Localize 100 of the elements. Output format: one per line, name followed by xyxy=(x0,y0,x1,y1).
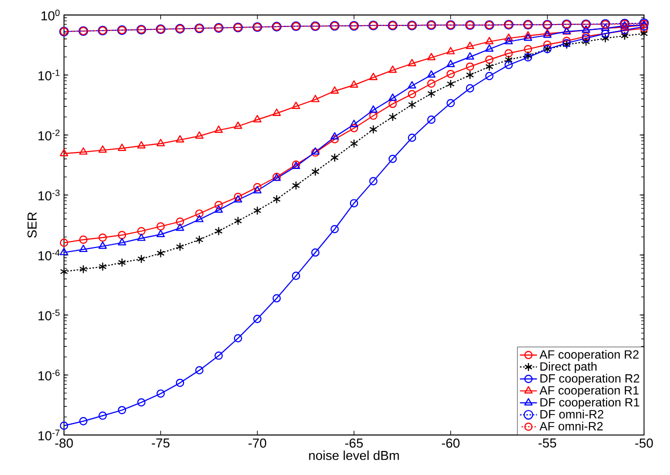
y-tick-label: 10$^{-2}$ xyxy=(38,130,60,140)
point xyxy=(466,84,474,92)
point xyxy=(292,180,300,190)
point xyxy=(466,70,474,80)
point xyxy=(408,134,416,142)
point xyxy=(524,31,532,38)
point xyxy=(330,86,339,94)
point xyxy=(253,206,262,216)
point xyxy=(234,192,242,202)
point xyxy=(388,94,397,101)
y-axis-title: SER xyxy=(27,212,37,238)
point xyxy=(601,34,610,43)
point xyxy=(137,254,146,264)
point xyxy=(195,214,204,222)
point xyxy=(118,258,126,268)
point xyxy=(388,154,397,164)
point xyxy=(156,230,165,238)
point xyxy=(369,177,378,186)
point xyxy=(253,183,262,192)
y-tick-label: 10$^{0}$ xyxy=(42,10,60,20)
point xyxy=(272,194,281,204)
point xyxy=(234,195,242,202)
x-tick-label: -65 xyxy=(345,438,363,448)
point xyxy=(156,248,165,258)
point xyxy=(214,200,223,210)
point xyxy=(620,31,629,40)
legend-label: AF cooperation R1 xyxy=(539,386,639,397)
point xyxy=(253,314,262,324)
point xyxy=(582,37,590,46)
point xyxy=(369,124,378,134)
point xyxy=(234,334,242,342)
point xyxy=(330,132,339,140)
x-tick-label: -80 xyxy=(55,438,73,448)
point xyxy=(388,112,397,122)
point xyxy=(60,238,68,247)
point xyxy=(214,205,223,213)
point xyxy=(98,412,107,420)
y-tick-label: 10$^{-3}$ xyxy=(38,190,60,200)
point xyxy=(427,79,436,88)
point xyxy=(427,70,436,78)
point xyxy=(137,234,146,241)
point xyxy=(214,226,223,236)
legend-label: AF cooperation R2 xyxy=(539,350,639,362)
x-axis-title: noise level dBm xyxy=(309,450,399,460)
point xyxy=(427,52,436,60)
point xyxy=(272,108,281,116)
point xyxy=(292,272,300,280)
point xyxy=(388,66,397,73)
point xyxy=(504,60,513,70)
point xyxy=(195,366,204,374)
point xyxy=(466,62,474,71)
point xyxy=(524,34,532,41)
point xyxy=(330,153,339,162)
legend-label: Direct path xyxy=(540,362,596,374)
point xyxy=(485,44,494,52)
point xyxy=(79,236,88,244)
point xyxy=(446,46,455,54)
point xyxy=(427,89,436,98)
point xyxy=(311,167,320,176)
point xyxy=(176,217,184,226)
point xyxy=(504,34,513,41)
y-tick-label: 10$^{-6}$ xyxy=(38,370,60,380)
point xyxy=(156,138,165,146)
point xyxy=(137,398,146,406)
point xyxy=(156,222,165,231)
point xyxy=(369,105,378,113)
point xyxy=(408,100,416,110)
legend-label: DF omni-R2 xyxy=(540,410,604,418)
point xyxy=(408,90,416,98)
point xyxy=(98,262,107,272)
point xyxy=(388,100,397,108)
point xyxy=(311,248,320,257)
point xyxy=(330,224,339,234)
point xyxy=(466,52,474,60)
point xyxy=(137,226,146,236)
point xyxy=(253,114,262,122)
point xyxy=(79,264,88,274)
point xyxy=(369,112,378,120)
point xyxy=(195,131,204,139)
point xyxy=(524,44,532,54)
point xyxy=(485,62,494,72)
point xyxy=(214,352,223,360)
point xyxy=(156,389,165,398)
point xyxy=(98,233,107,242)
point xyxy=(195,209,204,218)
point xyxy=(118,238,126,246)
point xyxy=(446,60,455,68)
point xyxy=(311,94,320,102)
point xyxy=(466,42,474,50)
y-tick-label: 10$^{-1}$ xyxy=(38,70,60,80)
point xyxy=(369,72,378,80)
y-tick-label: 10$^{-4}$ xyxy=(38,250,60,260)
point xyxy=(543,40,552,49)
point xyxy=(350,199,358,208)
y-tick-label: 10$^{-5}$ xyxy=(38,310,60,320)
point xyxy=(427,116,436,124)
point xyxy=(195,235,204,244)
point xyxy=(60,248,68,256)
point xyxy=(79,417,88,426)
point xyxy=(98,242,107,249)
